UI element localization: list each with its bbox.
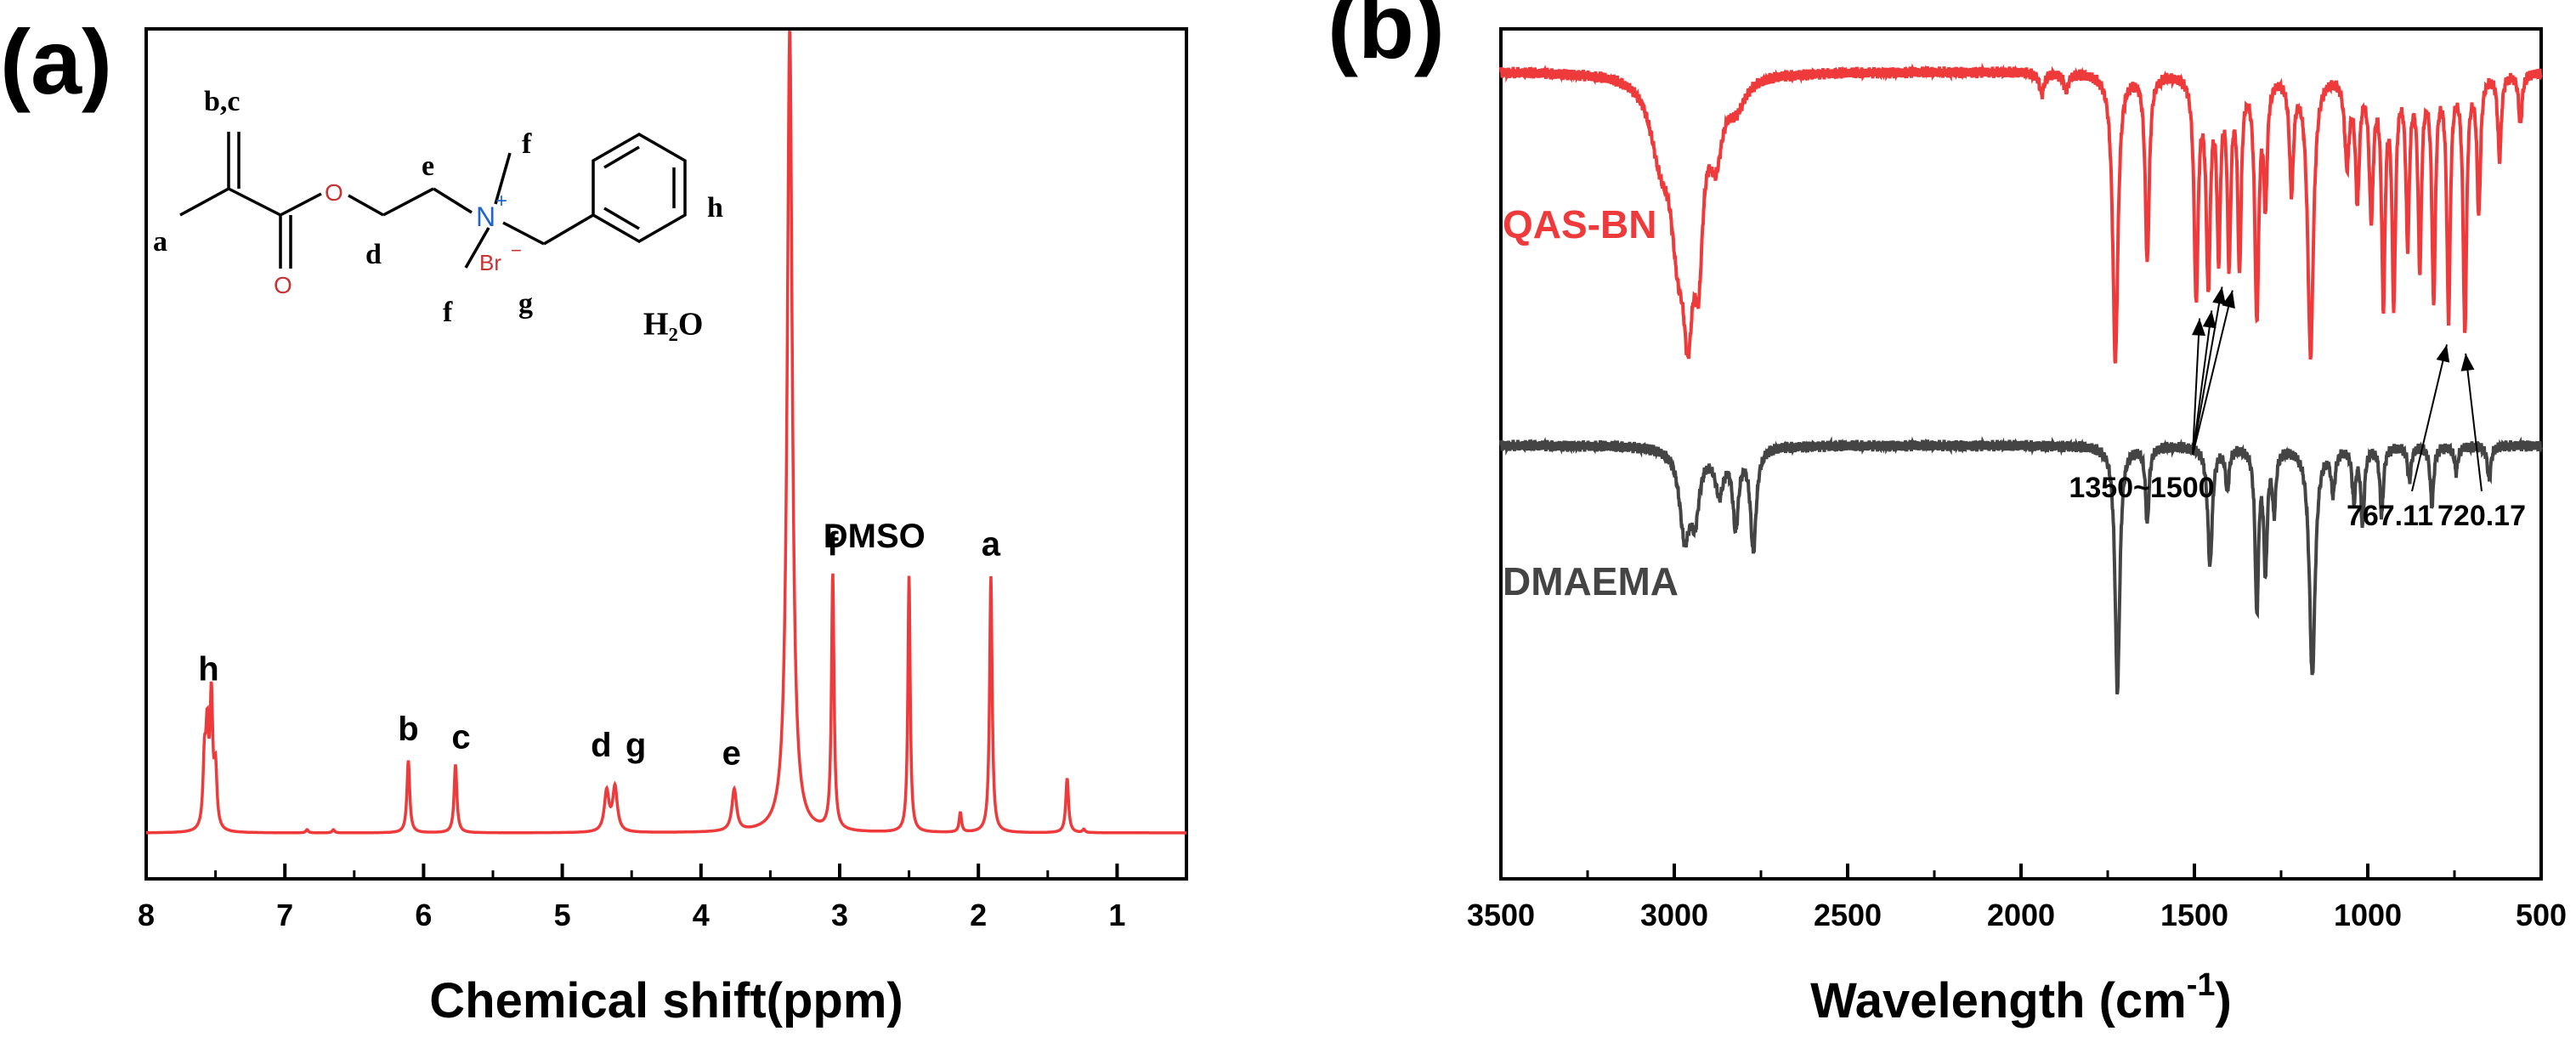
- nmr-x-tick-label: 2: [970, 898, 987, 932]
- nmr-peak-label: b: [398, 711, 418, 748]
- ftir-annotations: 1350~1500 767.11 720.17: [2069, 286, 2526, 532]
- panel-label-b: (b): [1328, 0, 1445, 77]
- ftir-x-tick-label: 1500: [2160, 898, 2228, 932]
- mol-label-a: a: [153, 226, 167, 258]
- ftir-x-axis-title: Wavelength (cm-1): [1810, 967, 2232, 1028]
- ftir-x-axis-title-main: Wavelength (cm: [1810, 973, 2187, 1028]
- nmr-peak-label: e: [722, 735, 741, 773]
- nmr-peak-label: h: [198, 650, 218, 688]
- legend-dmaema: DMAEMA: [1503, 559, 1679, 603]
- ftir-x-axis-title-end: ): [2216, 973, 2232, 1028]
- ftir-dmaema-line: [1499, 435, 2543, 695]
- ftir-annotation-1350-1500: 1350~1500: [2069, 472, 2214, 504]
- bond: [382, 187, 434, 217]
- nmr-plot-frame: [144, 27, 1188, 881]
- ftir-x-tick-label: 500: [2516, 898, 2567, 932]
- ftir-x-axis-title-sup: -1: [2187, 967, 2216, 1003]
- ftir-plot: 3500 3000 2500 2000 1500 1000 500 QAS-BN DMAEM…: [1467, 27, 2567, 1028]
- nmr-x-tick-label: 5: [554, 898, 571, 932]
- ftir-arrow-1350-1500: [2192, 310, 2213, 456]
- ftir-x-tick-label: 1000: [2334, 898, 2402, 932]
- mol-label-f1: f: [522, 128, 532, 160]
- nmr-x-tick-label: 3: [831, 898, 848, 932]
- ftir-arrow-1350-1500: [2192, 318, 2201, 456]
- legend-qas-bn: QAS-BN: [1503, 202, 1656, 246]
- bond: [543, 213, 594, 246]
- bond: [433, 187, 473, 214]
- ftir-arrow-1350-1500-head: [2222, 290, 2235, 309]
- bond: [464, 227, 490, 269]
- nmr-x-tick-label: 7: [276, 898, 293, 932]
- atom-o-ester: O: [325, 179, 343, 206]
- ftir-x-tick-label: 3000: [1640, 898, 1708, 932]
- ftir-x-tick-label: 2500: [1814, 898, 1882, 932]
- atom-n-charge: +: [495, 190, 507, 212]
- atom-br: Br: [479, 250, 501, 275]
- ftir-arrow-767: [2411, 344, 2448, 492]
- nmr-x-axis-title: Chemical shift(ppm): [429, 973, 903, 1028]
- molecule-structure: [179, 132, 687, 269]
- mol-label-h: h: [707, 192, 723, 224]
- ftir-arrow-1350-1500: [2192, 290, 2233, 456]
- nmr-spectrum-line: [146, 30, 1186, 835]
- ftir-arrow-1350-1500: [2192, 286, 2223, 456]
- mol-label-g: g: [518, 288, 533, 320]
- bond: [280, 192, 322, 217]
- ftir-annotation-720: 720.17: [2437, 500, 2526, 532]
- ftir-x-tick-label: 2000: [1987, 898, 2055, 932]
- mol-label-d: d: [365, 239, 382, 270]
- ftir-arrow-1350-1500-head: [2192, 318, 2206, 336]
- ftir-x-tick-label: 3500: [1467, 898, 1535, 932]
- nmr-peak-label: c: [451, 719, 470, 756]
- bond: [348, 194, 384, 217]
- ftir-qas-bn-line: [1499, 62, 2543, 364]
- molecule-position-labels: a b,c d e f f g h: [153, 86, 723, 328]
- ftir-annotation-767: 767.11: [2347, 500, 2433, 532]
- benzene-ring: [592, 132, 687, 244]
- bond: [179, 187, 229, 217]
- bond: [494, 152, 512, 205]
- nmr-peak-label: g: [626, 727, 646, 764]
- nmr-peak-label: d: [591, 727, 611, 764]
- nmr-x-ticks: 8 7 6 5 4 3 2 1: [138, 864, 1125, 932]
- nmr-peak-label: DMSO: [824, 518, 926, 555]
- ftir-arrow-767-head: [2436, 344, 2450, 363]
- atom-o-carbonyl: O: [274, 272, 292, 298]
- nmr-peak-label: f: [827, 526, 839, 564]
- ftir-x-ticks: 3500 3000 2500 2000 1500 1000 500: [1467, 864, 2567, 932]
- molecule-atoms: O O N + Br −: [274, 179, 522, 298]
- bond: [502, 221, 545, 246]
- nmr-x-tick-label: 8: [138, 898, 155, 932]
- atom-br-charge: −: [511, 240, 522, 261]
- ftir-arrow-720: [2465, 353, 2483, 492]
- nmr-peak-label: H₂O: [643, 306, 704, 342]
- mol-label-e: e: [422, 150, 434, 182]
- ftir-arrow-1350-1500-head: [2202, 310, 2216, 329]
- nmr-x-tick-label: 1: [1108, 898, 1125, 932]
- mol-label-f2: f: [443, 297, 453, 328]
- ftir-arrow-1350-1500-head: [2212, 286, 2226, 305]
- bond: [228, 187, 281, 217]
- nmr-x-tick-label: 4: [693, 898, 710, 932]
- ftir-arrow-720-head: [2460, 353, 2475, 371]
- mol-label-bc: b,c: [204, 86, 241, 117]
- nmr-peak-label: a: [982, 526, 1001, 564]
- bond: [603, 207, 640, 230]
- bond: [603, 145, 640, 169]
- panel-label-a: (a): [0, 10, 112, 113]
- atom-n: N: [476, 201, 495, 232]
- nmr-x-tick-label: 6: [415, 898, 432, 932]
